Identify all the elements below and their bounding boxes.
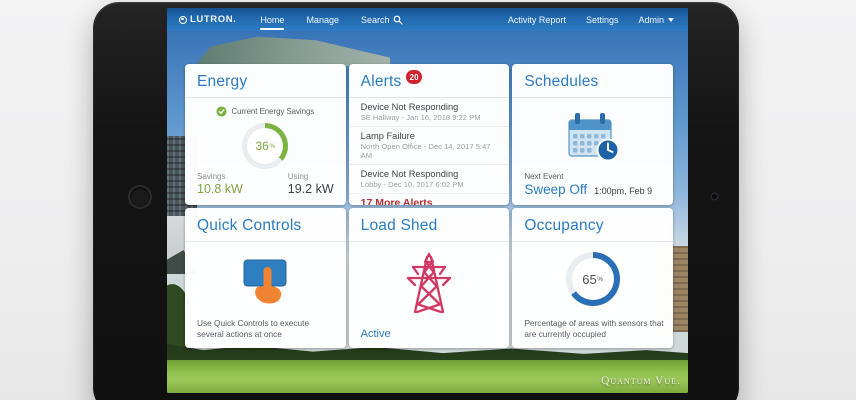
quick-controls-card-title: Quick Controls: [185, 208, 346, 242]
schedules-card[interactable]: Schedules: [512, 64, 673, 205]
energy-savings-ring: 36%: [242, 123, 289, 169]
energy-using-label: Using: [287, 172, 309, 181]
nav-settings[interactable]: Settings: [585, 14, 619, 25]
quick-controls-caption: Use Quick Controls to execute several ac…: [197, 318, 310, 339]
energy-percent: 36: [255, 139, 269, 153]
energy-using-value: 19.2 kW: [287, 182, 334, 196]
energy-savings-caption-text: Current Energy Savings: [231, 107, 315, 116]
nav-search-label: Search: [360, 14, 390, 25]
transmission-tower-icon: [406, 252, 452, 314]
alert-list-item[interactable]: Device Not Responding Lobby - Dec 10, 20…: [348, 165, 510, 194]
occupancy-ring-value: 65%: [571, 258, 614, 300]
alerts-card[interactable]: Alerts 20 Device Not Responding SE Hallw…: [348, 64, 510, 205]
alert-item-subtitle: North Open Office - Dec 14, 2017 5:47 AM: [360, 142, 491, 160]
chevron-down-icon: [668, 17, 674, 22]
energy-savings-caption: Current Energy Savings: [185, 106, 346, 117]
quantum-vue-brand: Quantum Vue.: [601, 375, 681, 387]
alert-item-title: Device Not Responding: [360, 102, 459, 112]
top-navbar: LUTRON. Home Manage Search Activity Repo…: [167, 8, 688, 31]
next-event-label: Next Event: [524, 172, 564, 181]
alert-list-item[interactable]: Lamp Failure North Open Office - Dec 14,…: [348, 127, 510, 165]
alerts-card-title: Alerts 20: [348, 64, 510, 98]
alerts-count-badge: 20: [406, 70, 422, 84]
lutron-logo-text: LUTRON.: [190, 14, 237, 25]
next-event-name: Sweep Off: [524, 182, 588, 197]
energy-savings-ring-value: 36%: [247, 128, 284, 164]
tablet-screen: LUTRON. Home Manage Search Activity Repo…: [167, 8, 688, 393]
occupancy-ring: 65%: [565, 252, 620, 306]
alert-item-subtitle: Lobby - Dec 10, 2017 6:02 PM: [360, 180, 464, 189]
tablet-device: LUTRON. Home Manage Search Activity Repo…: [93, 2, 739, 400]
energy-using-stat: Using 19.2 kW: [288, 172, 334, 196]
energy-card-title: Energy: [185, 64, 346, 98]
lutron-logo-icon: [179, 15, 187, 24]
nav-admin-menu[interactable]: Admin: [638, 15, 674, 25]
hand-press-button-icon: [243, 259, 287, 304]
check-circle-icon: [216, 106, 227, 117]
load-shed-card[interactable]: Load Shed: [348, 208, 510, 348]
energy-savings-label: Savings: [197, 172, 226, 181]
energy-card[interactable]: Energy Current Energy Savings 36%: [185, 64, 346, 205]
energy-percent-sign: %: [269, 142, 276, 150]
occupancy-percent: 65: [582, 271, 597, 287]
quick-controls-card[interactable]: Quick Controls Use Quick Controls to exe…: [185, 208, 346, 348]
more-alerts-link[interactable]: 17 More Alerts: [360, 197, 433, 205]
occupancy-card-title: Occupancy: [512, 208, 673, 242]
lawn: [167, 360, 688, 393]
alert-item-title: Device Not Responding: [360, 169, 459, 179]
lutron-logo: LUTRON.: [179, 14, 236, 25]
dashboard-card-grid: Energy Current Energy Savings 36%: [185, 64, 673, 348]
search-icon: [393, 15, 403, 25]
load-shed-status: Active: [360, 328, 391, 340]
next-event-block: Next Event Sweep Off 1:00pm, Feb 9: [524, 172, 667, 197]
tablet-home-button[interactable]: [128, 185, 152, 209]
nav-activity-report[interactable]: Activity Report: [507, 14, 566, 25]
calendar-clock-icon: [567, 113, 620, 162]
tablet-camera: [712, 194, 717, 199]
load-shed-card-title: Load Shed: [348, 208, 510, 242]
nav-admin-label: Admin: [638, 14, 664, 25]
alert-item-subtitle: SE Hallway - Jan 16, 2018 9:22 PM: [360, 113, 481, 122]
nav-home[interactable]: Home: [260, 14, 285, 30]
occupancy-caption: Percentage of areas with sensors that ar…: [524, 318, 664, 339]
energy-savings-stat: Savings 10.8 kW: [197, 172, 243, 196]
occupancy-percent-sign: %: [597, 275, 604, 283]
alert-list-item[interactable]: Device Not Responding SE Hallway - Jan 1…: [348, 98, 510, 127]
next-event-time: 1:00pm, Feb 9: [594, 186, 653, 196]
navbar-right: Activity Report Settings Admin: [508, 15, 676, 25]
nav-search[interactable]: Search: [361, 15, 403, 25]
alerts-title-text: Alerts: [360, 73, 402, 90]
energy-savings-value: 10.8 kW: [197, 182, 243, 196]
nav-manage[interactable]: Manage: [306, 14, 339, 25]
occupancy-card[interactable]: Occupancy 65% Percentage of areas with s…: [512, 208, 673, 348]
alert-item-title: Lamp Failure: [360, 131, 415, 141]
energy-stats: Savings 10.8 kW Using 19.2 kW: [197, 172, 334, 196]
schedules-card-title: Schedules: [512, 64, 673, 98]
